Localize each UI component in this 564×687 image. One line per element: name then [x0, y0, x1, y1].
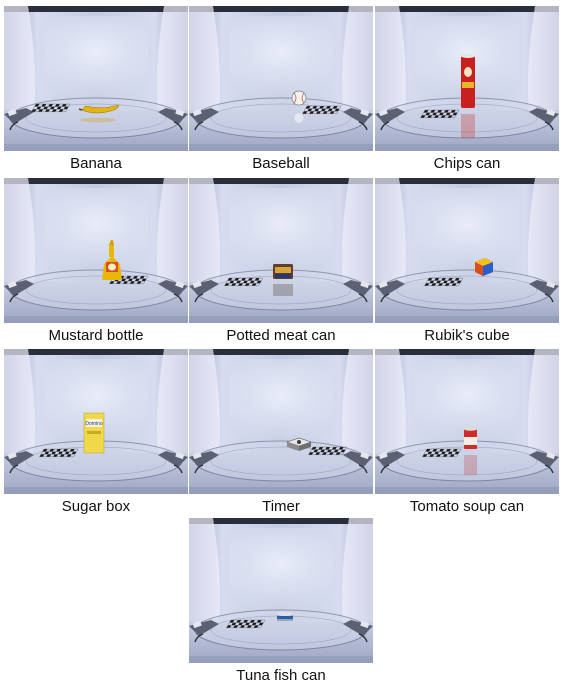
potted-meat-can-scene-image	[189, 178, 373, 323]
photo-chips-can	[375, 6, 559, 151]
photo-sugar-box: Domino	[4, 349, 188, 494]
tomato-soup-can-scene-image	[375, 349, 559, 494]
tuna-fish-can-scene-image	[189, 518, 373, 663]
sugar-box-scene-image: Domino	[4, 349, 188, 494]
timer-scene-image	[189, 349, 373, 494]
photo-banana	[4, 6, 188, 151]
rubiks-cube-scene-image	[375, 178, 559, 323]
caption-rubiks-cube: Rubik's cube	[424, 327, 510, 344]
photo-tuna-fish-can	[189, 518, 373, 663]
caption-mustard-bottle: Mustard bottle	[48, 327, 144, 344]
baseball-scene-image	[189, 6, 373, 151]
photo-timer	[189, 349, 373, 494]
caption-baseball: Baseball	[252, 155, 310, 172]
photo-baseball	[189, 6, 373, 151]
mustard-bottle-scene-image	[4, 178, 188, 323]
caption-chips-can: Chips can	[433, 155, 501, 172]
photo-rubiks-cube	[375, 178, 559, 323]
photo-mustard-bottle	[4, 178, 188, 323]
caption-tomato-soup-can: Tomato soup can	[409, 498, 525, 515]
caption-sugar-box: Sugar box	[61, 498, 131, 515]
chips-can-scene-image	[375, 6, 559, 151]
caption-tuna-fish-can: Tuna fish can	[236, 667, 326, 684]
caption-timer: Timer	[262, 498, 300, 515]
banana-scene-image	[4, 6, 188, 151]
photo-tomato-soup-can	[375, 349, 559, 494]
svg-text:Domino: Domino	[85, 421, 102, 427]
photo-potted-meat-can	[189, 178, 373, 323]
caption-potted-meat-can: Potted meat can	[226, 327, 336, 344]
caption-banana: Banana	[70, 155, 122, 172]
